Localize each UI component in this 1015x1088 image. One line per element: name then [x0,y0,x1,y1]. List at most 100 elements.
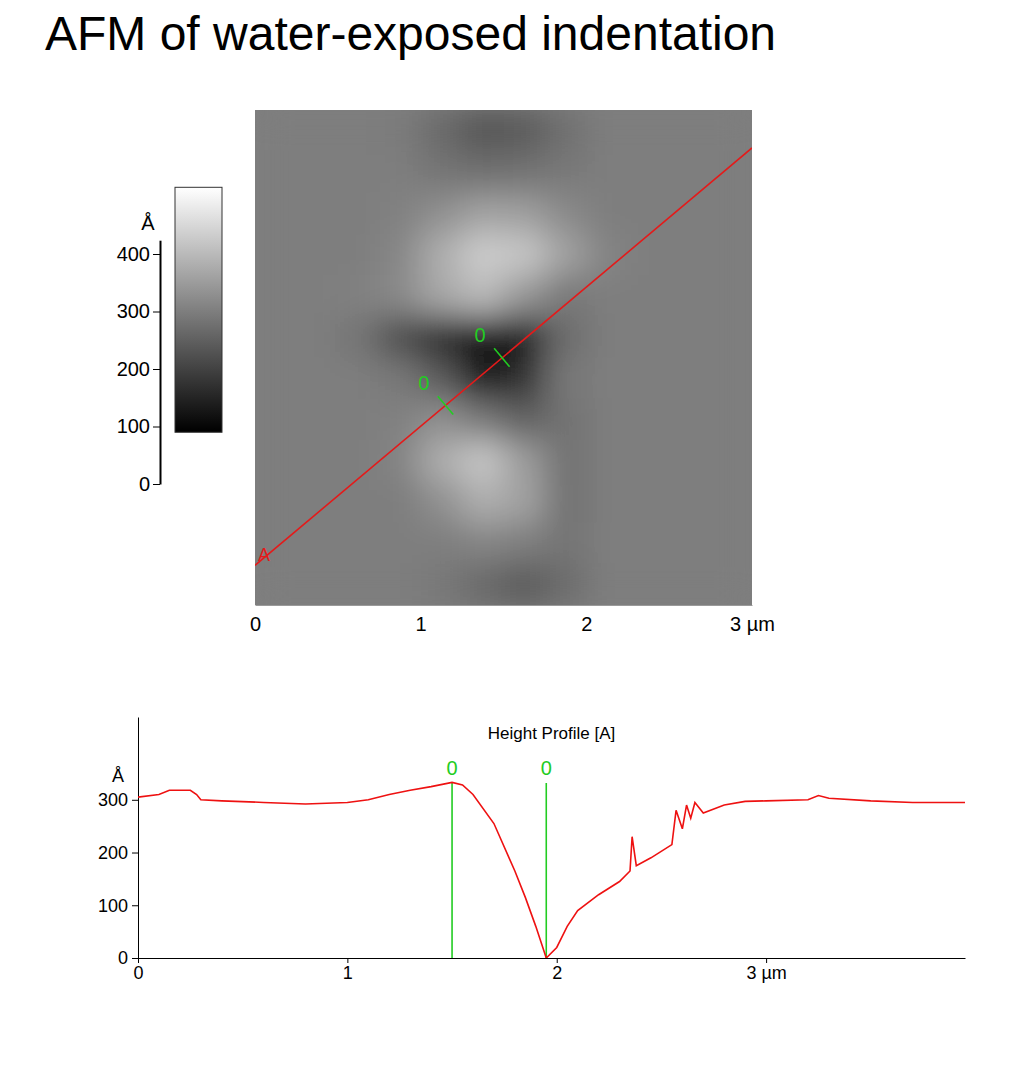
cell [379,399,421,441]
colorbar-tick-label: 300 [117,300,150,322]
cell [504,193,546,235]
cell [628,564,670,605]
cell [296,358,338,400]
cell [421,193,463,235]
x-tick: 2 [552,958,562,983]
cell [338,358,380,400]
cell [462,151,504,193]
cursor-label: 0 [446,757,457,779]
cell [421,399,463,441]
cell [711,440,752,482]
cell [462,275,504,317]
cell [711,193,752,235]
cell [462,358,504,400]
colorbar-tick: 100 [117,415,160,437]
cursor-label: 0 [475,324,486,346]
cell [545,481,587,523]
cell [586,193,628,235]
y-tick-label: 100 [98,896,128,916]
cell [504,523,546,565]
cell [711,151,752,193]
cell [296,564,338,605]
x-tick: 0 [133,958,143,983]
cell [628,275,670,317]
cell [338,523,380,565]
cell [628,151,670,193]
colorbar-tick: 300 [117,300,160,322]
cell [379,193,421,235]
cell [296,440,338,482]
cell [379,481,421,523]
cell [338,193,380,235]
cell [628,234,670,276]
cell [379,564,421,605]
cell [586,523,628,565]
cell [628,316,670,358]
cell [669,358,711,400]
cell [669,564,711,605]
cell [545,110,587,152]
cell [462,481,504,523]
cell [545,399,587,441]
plot-area [138,782,965,958]
cell [669,440,711,482]
colorbar [175,187,222,432]
y-tick-mark [132,800,138,801]
cell [296,234,338,276]
cell [255,481,297,523]
x-tick: 2 [581,605,592,635]
cell [255,399,297,441]
cell [462,399,504,441]
cell [628,110,670,152]
cell [586,358,628,400]
x-axis: 0123 µm [133,958,965,983]
profile-line [138,782,965,958]
colorbar-tick-label: 0 [139,473,150,495]
cell [462,523,504,565]
cell [669,523,711,565]
cell [711,316,752,358]
cell [504,564,546,605]
profile-line [255,148,752,565]
colorbar-tick-label: 100 [117,415,150,437]
cell [421,110,463,152]
cell [338,234,380,276]
cell [669,110,711,152]
cell [338,564,380,605]
figure: AFM of water-exposed indentation00A0123 … [0,0,1015,1088]
cell [379,110,421,152]
cell [296,193,338,235]
cell [628,481,670,523]
cell [504,234,546,276]
cell [545,564,587,605]
colorbar-tick: 0 [139,473,160,495]
cell [379,316,421,358]
cell [545,523,587,565]
cell [379,440,421,482]
y-tick: 0 [118,948,138,968]
x-axis: 0123 µm [250,605,775,635]
colorbar-tick-mark [153,427,160,428]
x-tick: 1 [343,958,353,983]
cell [628,523,670,565]
cell [504,110,546,152]
cell [545,316,587,358]
cell [296,151,338,193]
x-tick-label: 0 [133,963,143,983]
cell [421,523,463,565]
cell [255,440,297,482]
colorbar-axis-line [160,241,162,485]
cell [586,399,628,441]
cell [255,316,297,358]
y-tick-mark [132,853,138,854]
cell [504,275,546,317]
cell [255,358,297,400]
cell [421,275,463,317]
cell [379,151,421,193]
x-axis-line [139,958,966,959]
title: AFM of water-exposed indentation [45,7,776,60]
colorbar-tick-mark [153,369,160,370]
cell [421,481,463,523]
colorbar-tick-mark [153,254,160,255]
cell [421,440,463,482]
